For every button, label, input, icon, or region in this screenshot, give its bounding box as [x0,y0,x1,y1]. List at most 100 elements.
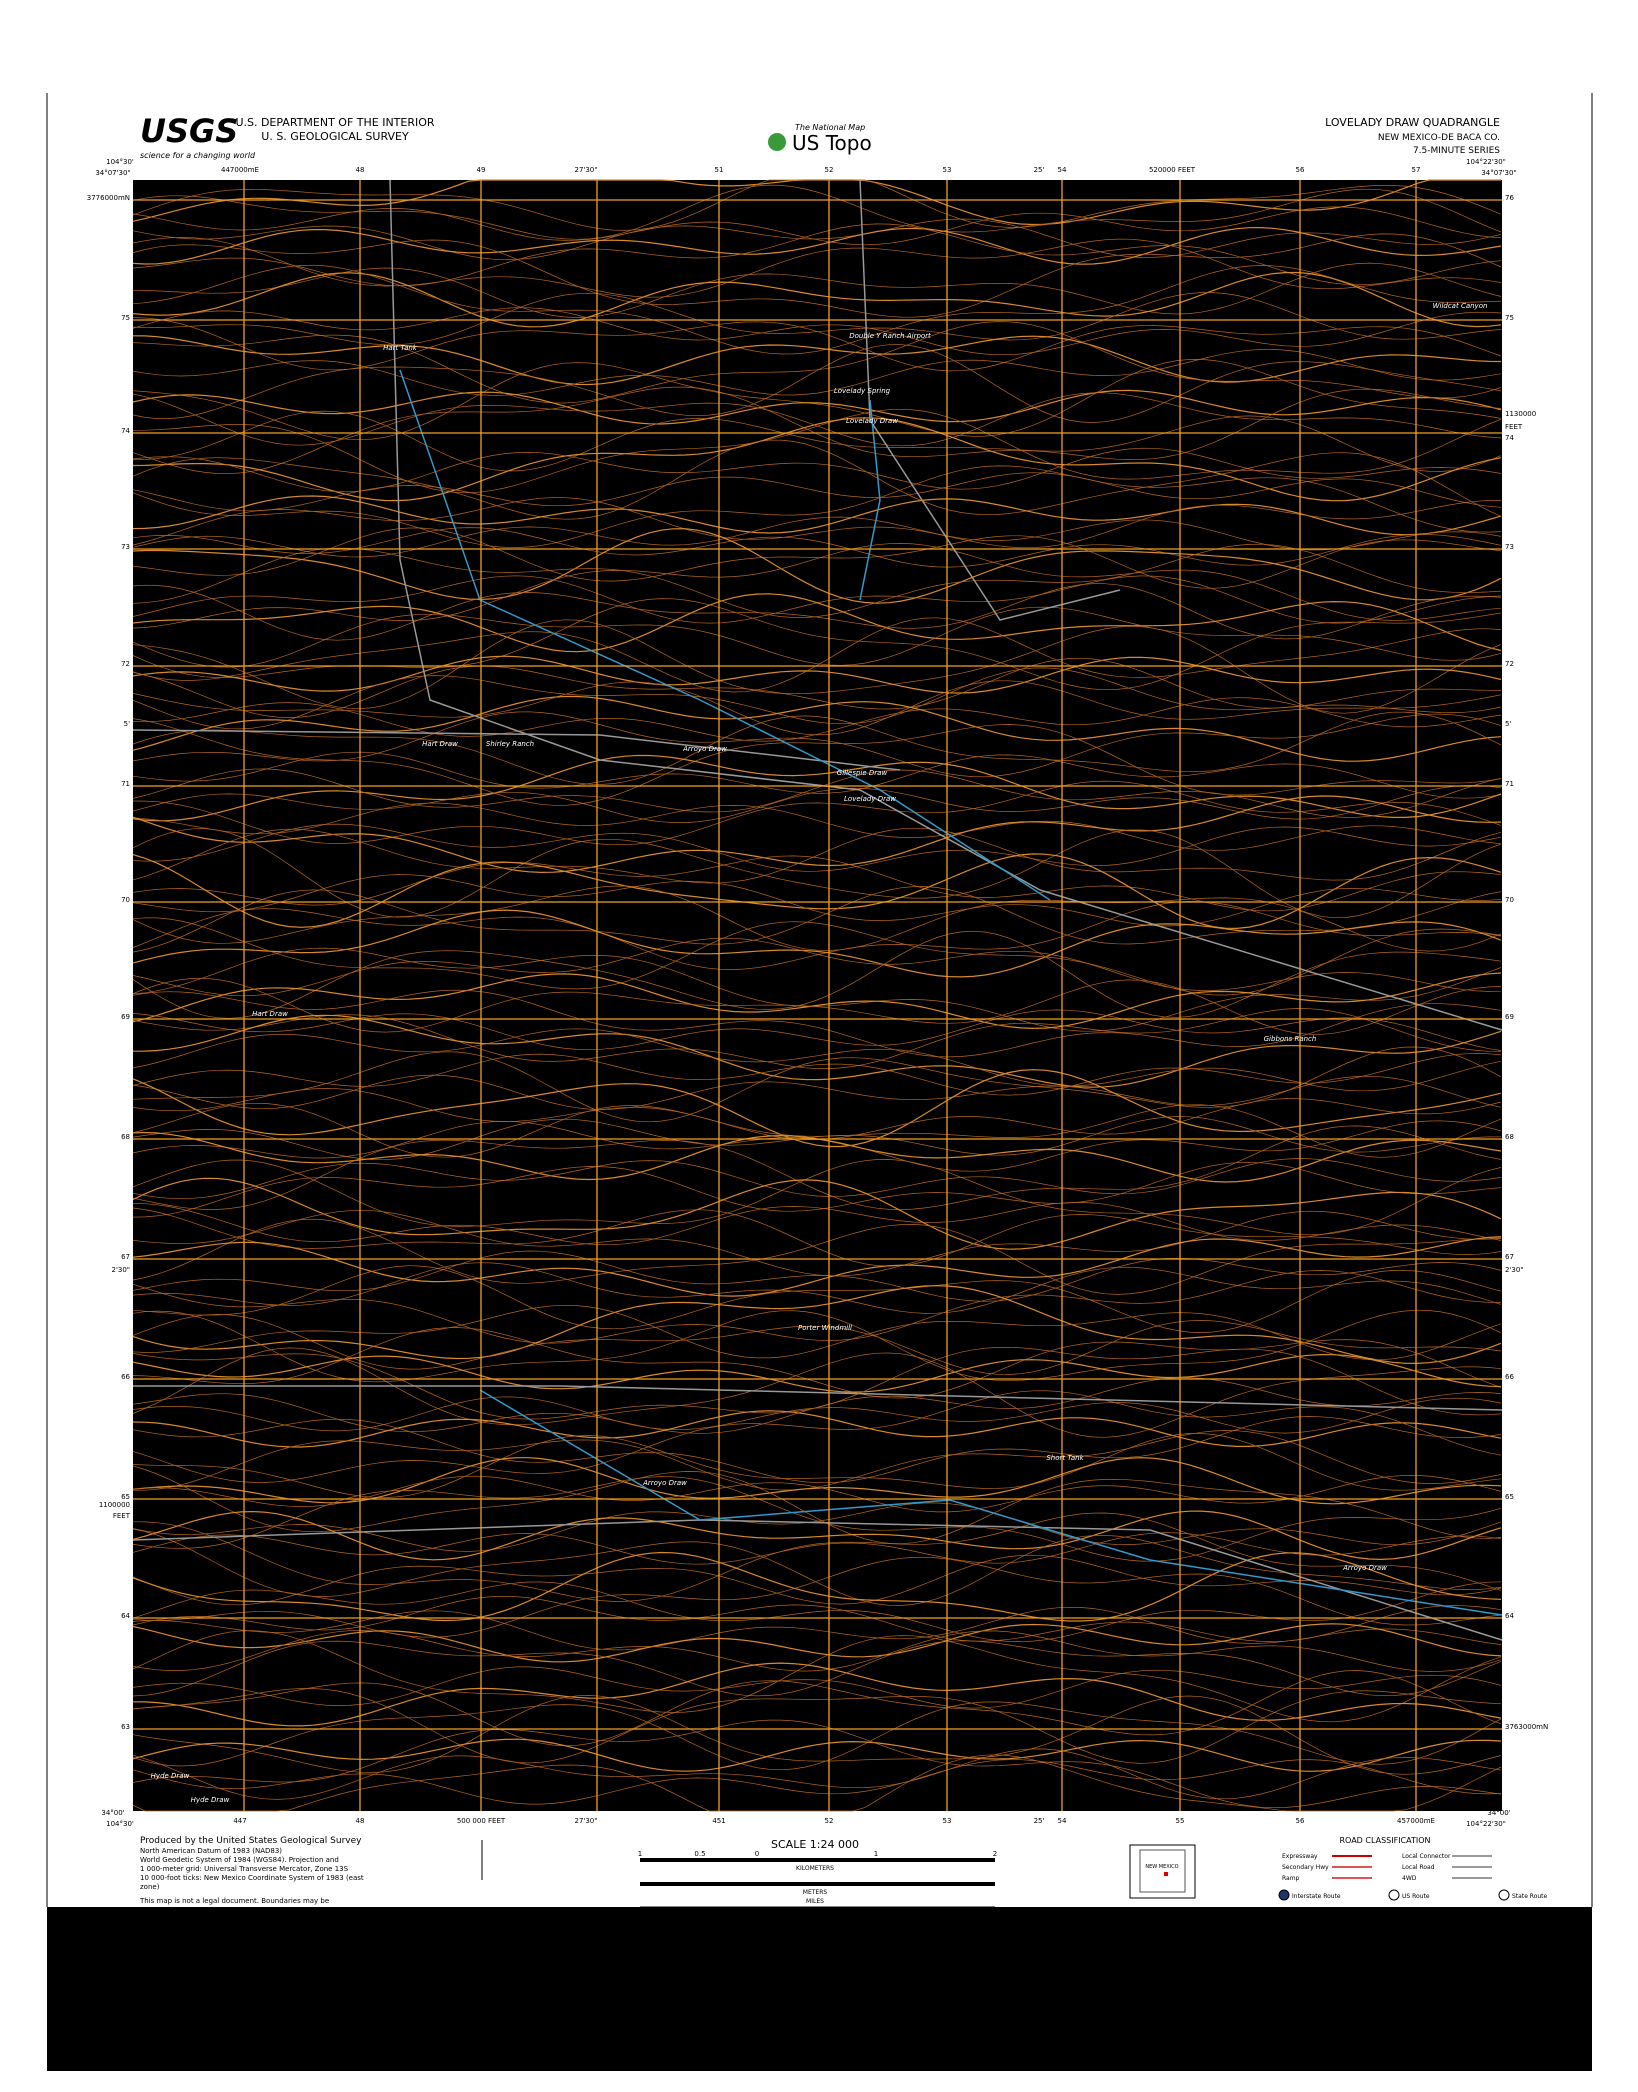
contour [132,472,1502,512]
grid-label: 49 [477,166,486,174]
contour [132,1314,1502,1375]
grid-label: 3763000mN [1505,1723,1548,1731]
contour [132,751,1502,799]
contour [132,206,1502,246]
bottom-band [47,1907,1592,2071]
scale-unit: METERS [803,1889,828,1896]
grid-label: 2'30" [1505,1266,1524,1274]
contour [132,262,1502,318]
contour [132,1125,1502,1210]
grid-label: 34°07'30" [1481,169,1516,177]
contour [132,1759,1502,1805]
producer: Produced by the United States Geological… [140,1836,362,1846]
grid-label: FEET [113,1512,131,1520]
contour [132,1327,1502,1399]
producer-note: World Geodetic System of 1984 (WGS84). P… [140,1856,339,1864]
road [133,1385,1503,1411]
grid-label: 34°07'30" [95,169,130,177]
contour [132,1701,1502,1771]
contour [132,1028,1502,1092]
road-title: ROAD CLASSIFICATION [1339,1836,1430,1845]
grid-label: 5' [1505,720,1511,728]
contour [132,909,1502,978]
contour [132,1623,1502,1663]
contour [132,439,1502,520]
contour [132,1532,1502,1565]
contour [132,1265,1502,1333]
scale-number: 1 [638,1850,642,1858]
contour [132,795,1502,874]
contour [132,1116,1502,1161]
producer-note: 1 000-meter grid: Universal Transverse M… [140,1865,349,1873]
route-shield [1278,1889,1290,1901]
grid-label: 70 [121,896,130,904]
contour [132,1630,1502,1723]
place-name: Shirley Ranch [486,740,534,748]
contour [132,497,1501,549]
contour [132,1158,1502,1200]
contour [132,619,1502,714]
place-name: Lovelady Draw [846,417,898,425]
road-legend: Expressway [1282,1853,1318,1860]
place-name: Arroyo Draw [642,1479,687,1487]
series: 7.5-MINUTE SERIES [1413,146,1500,156]
contour [132,947,1502,1032]
grid-label: 53 [943,166,952,174]
grid-label: 104°22'30" [1466,158,1506,166]
contour [132,972,1502,1030]
contour [132,233,1502,318]
grid-label: 66 [121,1373,130,1381]
grid-label: 34°00' [101,1809,124,1817]
contour [132,1270,1502,1344]
contour [132,1433,1502,1498]
grid-label: 74 [121,427,130,435]
contour [132,853,1502,930]
place-name: Lovelady Draw [844,795,896,803]
grid-label: 48 [356,1817,365,1825]
contour [132,359,1502,441]
contour [132,495,1502,536]
contour [132,1347,1502,1438]
contour [132,1396,1502,1434]
grid-label: 27'30" [575,166,598,174]
grid-label: 56 [1296,1817,1305,1825]
grid-label: 52 [825,1817,834,1825]
contour [132,930,1502,1019]
contour [132,307,1502,356]
grid-label: 54 [1058,166,1067,174]
scale-number: 2 [993,1850,997,1858]
footer: Produced by the United States Geological… [139,1836,1431,1907]
contour [132,1008,1502,1069]
scale-unit: MILES [806,1898,824,1905]
grid-label: 3776000mN [87,194,130,202]
contour [132,1262,1502,1314]
contour [132,1285,1502,1365]
contour [132,1009,1502,1051]
contour [132,1512,1502,1602]
contour [132,344,1502,423]
contour [132,917,1502,996]
place-name: Hart Tank [383,344,418,352]
inset-location [1164,1872,1168,1876]
contour [132,802,1502,851]
contour [132,1309,1502,1383]
labels: 104°30' 34°07'30" 447000mE 48 49 27'30" 51 52 53… [87,158,1548,1901]
grid-label: 65 [121,1493,130,1501]
place-name: Arroyo Draw [1342,1564,1387,1572]
road [132,1519,1503,1641]
grid-label: 71 [121,780,130,788]
scale-bar [640,1906,995,1907]
contour [132,1177,1502,1250]
place-name: Short Tank [1046,1454,1084,1462]
contour [132,1236,1502,1297]
contour [132,1630,1502,1672]
grid-label: 67 [1505,1253,1514,1261]
scale-number: 0.5 [694,1850,705,1858]
grid-label: FEET [1505,423,1523,431]
grid-label: 104°30' [106,158,134,166]
contour [132,226,1502,265]
contour [132,655,1502,694]
grid-label: 27'30" [575,1817,598,1825]
place-name: Hart Draw [252,1010,288,1018]
place-name: Arroyo Draw [682,745,727,753]
